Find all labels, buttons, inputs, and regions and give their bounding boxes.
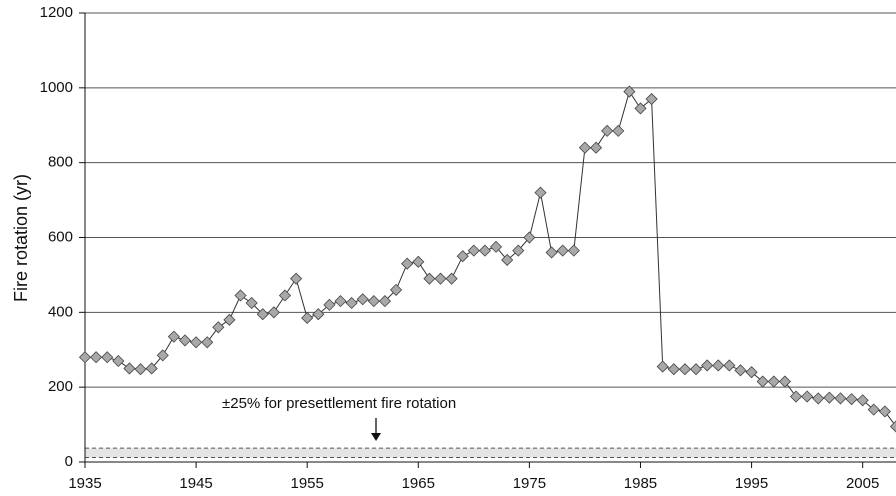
data-point [445, 272, 458, 285]
data-point [534, 186, 547, 199]
x-tick-label: 1955 [291, 475, 324, 492]
x-tick-label: 1945 [179, 475, 212, 492]
data-point [578, 141, 591, 154]
y-axis-label: Fire rotation (yr) [11, 174, 31, 302]
data-point [678, 363, 691, 376]
data-point [623, 85, 636, 98]
x-tick-label: 2005 [846, 475, 879, 492]
x-tick-label: 1975 [513, 475, 546, 492]
data-point [345, 296, 358, 310]
y-tick-label: 0 [65, 453, 73, 470]
data-point [278, 289, 292, 302]
data-point [167, 330, 180, 343]
data-point [467, 244, 480, 257]
data-point [856, 394, 869, 407]
data-point [245, 296, 258, 310]
data-point [367, 295, 380, 308]
data-point [789, 390, 803, 403]
data-point [301, 311, 314, 325]
data-point [123, 362, 136, 375]
data-point [78, 351, 92, 364]
data-point [412, 255, 425, 268]
data-point [290, 272, 303, 285]
x-tick-label: 1985 [624, 475, 657, 492]
data-point [589, 141, 603, 154]
data-point [867, 403, 880, 416]
data-point [834, 392, 847, 405]
data-point [323, 298, 336, 311]
data-point [701, 359, 714, 372]
annotation: ±25% for presettlement fire rotation [222, 395, 456, 412]
y-tick-label: 1200 [40, 4, 73, 21]
data-point [178, 334, 192, 347]
data-point [801, 390, 814, 403]
data-point [478, 244, 492, 257]
data-point [823, 391, 836, 404]
data-point [190, 336, 203, 349]
data-point [434, 272, 447, 285]
data-point [90, 351, 103, 364]
data-point [256, 308, 269, 321]
x-tick-label: 1995 [735, 475, 768, 492]
data-point [745, 366, 758, 379]
y-tick-label: 400 [48, 303, 73, 320]
data-point [712, 359, 725, 372]
data-point [156, 349, 169, 362]
data-point [889, 420, 896, 433]
y-tick-label: 800 [48, 154, 73, 171]
data-point [401, 257, 414, 270]
y-tick-label: 200 [48, 378, 73, 395]
data-point [101, 351, 114, 364]
data-point [645, 92, 658, 106]
data-point [223, 313, 236, 326]
data-point [612, 124, 625, 137]
data-point [512, 244, 525, 257]
y-tick-label: 600 [48, 228, 73, 245]
annotation-arrowhead [371, 433, 381, 441]
data-point [423, 272, 436, 285]
data-point [145, 362, 158, 375]
data-point [634, 102, 647, 115]
data-point [212, 321, 225, 334]
data-point [601, 124, 614, 137]
data-point [356, 293, 369, 306]
data-point [734, 364, 747, 377]
data-point [134, 363, 147, 376]
data-point [112, 354, 125, 368]
data-point [767, 375, 780, 388]
data-point [778, 375, 791, 388]
data-point [756, 375, 769, 388]
data-point [812, 392, 825, 405]
data-point [723, 359, 736, 372]
data-point [267, 306, 280, 319]
x-tick-label: 1965 [402, 475, 435, 492]
presettlement-band [85, 448, 896, 458]
data-point [845, 393, 858, 406]
data-point [656, 360, 669, 373]
data-point [878, 405, 891, 418]
y-tick-label: 1000 [40, 79, 73, 96]
data-point [556, 244, 569, 257]
data-point [523, 231, 536, 244]
data-point [234, 289, 247, 302]
data-point [667, 363, 680, 376]
data-point [312, 308, 325, 321]
data-point [390, 283, 403, 296]
data-point [378, 295, 392, 308]
data-point [567, 244, 580, 257]
data-point [334, 295, 347, 308]
data-point [501, 253, 514, 267]
data-point [456, 250, 469, 263]
data-point [689, 363, 703, 376]
x-tick-label: 1935 [68, 475, 101, 492]
data-point [489, 240, 503, 253]
data-point [545, 246, 558, 259]
data-point [201, 336, 214, 349]
